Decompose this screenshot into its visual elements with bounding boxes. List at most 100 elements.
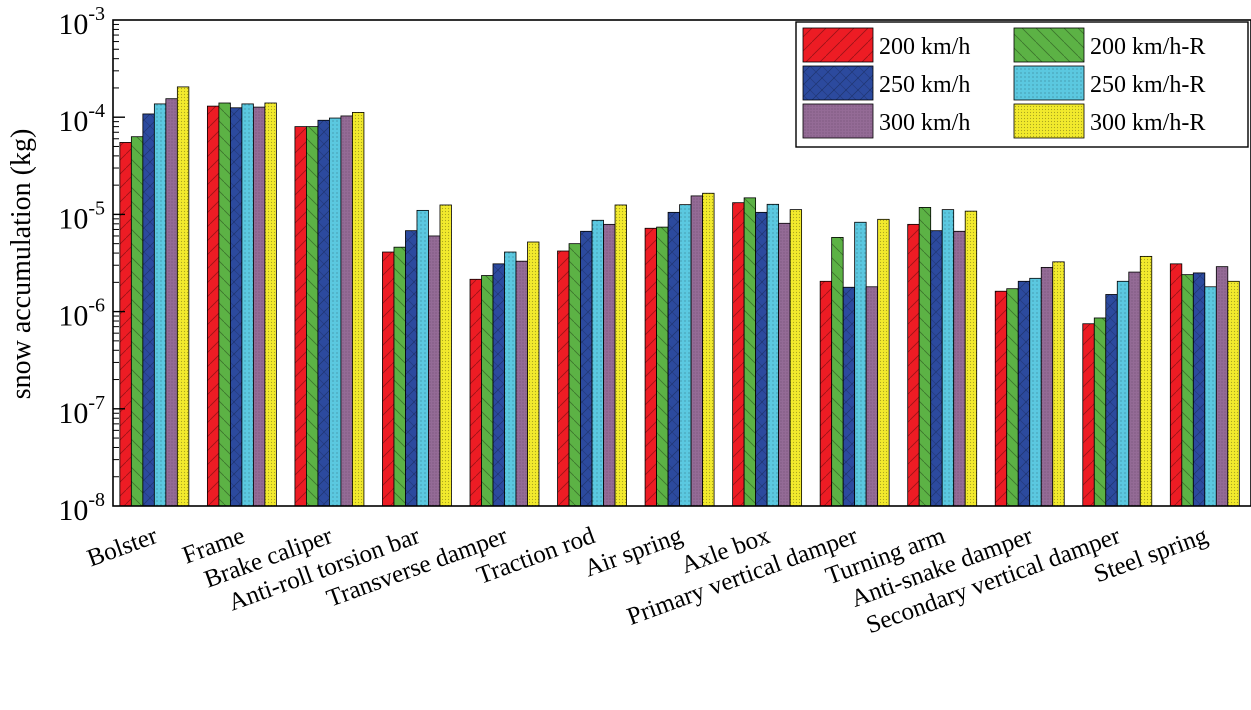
bar-outline — [218, 102, 231, 507]
bar — [294, 126, 307, 507]
legend-label: 300 km/h-R — [1090, 110, 1205, 136]
legend-item: 200 km/h-R — [1013, 27, 1205, 63]
bar — [1093, 317, 1107, 507]
bar-outline — [614, 204, 627, 507]
legend-swatch-outline — [1013, 103, 1085, 139]
bar-outline — [557, 250, 570, 507]
bar-outline — [930, 230, 943, 507]
bar-outline — [439, 204, 452, 507]
bar-outline — [1017, 280, 1031, 507]
bar-outline — [1029, 277, 1042, 507]
bar-outline — [352, 112, 365, 507]
legend-label: 250 km/h — [879, 72, 970, 98]
bar — [1105, 294, 1118, 507]
y-tick-label: 10-7 — [58, 392, 105, 430]
bar-outline — [153, 103, 167, 507]
legend-item: 250 km/h — [802, 65, 970, 101]
bar — [831, 236, 844, 507]
bar — [732, 202, 745, 507]
bar-outline — [690, 195, 703, 507]
bar — [842, 286, 856, 507]
bar — [153, 103, 167, 507]
legend-swatch-outline — [1013, 65, 1085, 101]
bar-outline — [778, 222, 791, 507]
bar-outline — [382, 251, 395, 507]
legend-item: 250 km/h-R — [1013, 65, 1205, 101]
bar — [504, 251, 517, 507]
legend-item: 200 km/h — [802, 27, 970, 63]
bar-outline — [165, 98, 178, 507]
bar-outline — [252, 106, 266, 507]
bar — [352, 112, 365, 507]
bar-outline — [1116, 280, 1130, 507]
bar-outline — [1215, 266, 1229, 507]
bar — [568, 243, 581, 507]
bar — [492, 263, 505, 507]
bar — [994, 290, 1008, 507]
bar — [481, 275, 494, 507]
bar — [264, 102, 277, 507]
bar-outline — [1181, 274, 1194, 507]
bar — [306, 126, 319, 507]
bar — [557, 250, 570, 507]
bar-outline — [492, 263, 505, 507]
bar — [218, 102, 231, 507]
bar — [1139, 255, 1153, 507]
bar — [953, 230, 966, 507]
bar — [644, 227, 657, 507]
bar — [877, 218, 890, 507]
bar-outline — [306, 126, 319, 507]
bar-outline — [130, 136, 144, 507]
bar — [1192, 272, 1206, 507]
bar-outline — [819, 280, 833, 507]
x-category-label: Air spring — [581, 522, 687, 582]
bar-outline — [294, 126, 307, 507]
bar — [252, 106, 266, 507]
bar-outline — [405, 230, 418, 507]
bar-outline — [755, 211, 768, 507]
bar — [755, 211, 768, 507]
bar-outline — [428, 235, 441, 507]
bar-outline — [702, 192, 715, 507]
bar-outline — [1052, 261, 1065, 507]
bar — [393, 246, 406, 507]
bar-outline — [1082, 323, 1095, 507]
y-tick-label: 10-8 — [58, 489, 105, 527]
bar-outline — [416, 209, 429, 507]
bar-outline — [264, 102, 277, 507]
bar — [1128, 271, 1141, 507]
bar-outline — [644, 227, 657, 507]
bar-outline — [527, 241, 540, 507]
y-tick-label: 10-6 — [58, 295, 105, 333]
bar — [679, 204, 692, 507]
bar-outline — [941, 209, 955, 507]
bar-outline — [1227, 280, 1240, 507]
legend: 200 km/h 200 km/h-R 250 km/h 250 km/h-R 300 … — [795, 21, 1249, 148]
bar-outline — [1192, 272, 1206, 507]
bar — [1082, 323, 1095, 507]
bar — [656, 226, 669, 507]
legend-label: 200 km/h-R — [1090, 34, 1205, 60]
y-tick-label: 10-4 — [58, 100, 105, 138]
legend-swatch-outline — [1013, 27, 1085, 63]
bar-outline — [865, 286, 879, 507]
bar — [854, 221, 867, 507]
bar-outline — [206, 105, 220, 507]
bar-outline — [504, 251, 517, 507]
bar-outline — [994, 290, 1008, 507]
legend-label: 250 km/h-R — [1090, 72, 1205, 98]
legend-swatch-outline — [802, 27, 874, 63]
bar — [142, 113, 155, 507]
bar-outline — [831, 236, 844, 507]
bar — [1169, 263, 1183, 507]
bar — [1052, 261, 1065, 507]
legend-label: 300 km/h — [879, 110, 970, 136]
bar-outline — [1204, 286, 1217, 507]
bar-outline — [732, 202, 745, 507]
bar — [690, 195, 703, 507]
bar — [130, 136, 144, 507]
legend-swatch-outline — [802, 103, 874, 139]
bar — [941, 209, 955, 507]
bar — [416, 209, 429, 507]
bar — [918, 207, 932, 507]
